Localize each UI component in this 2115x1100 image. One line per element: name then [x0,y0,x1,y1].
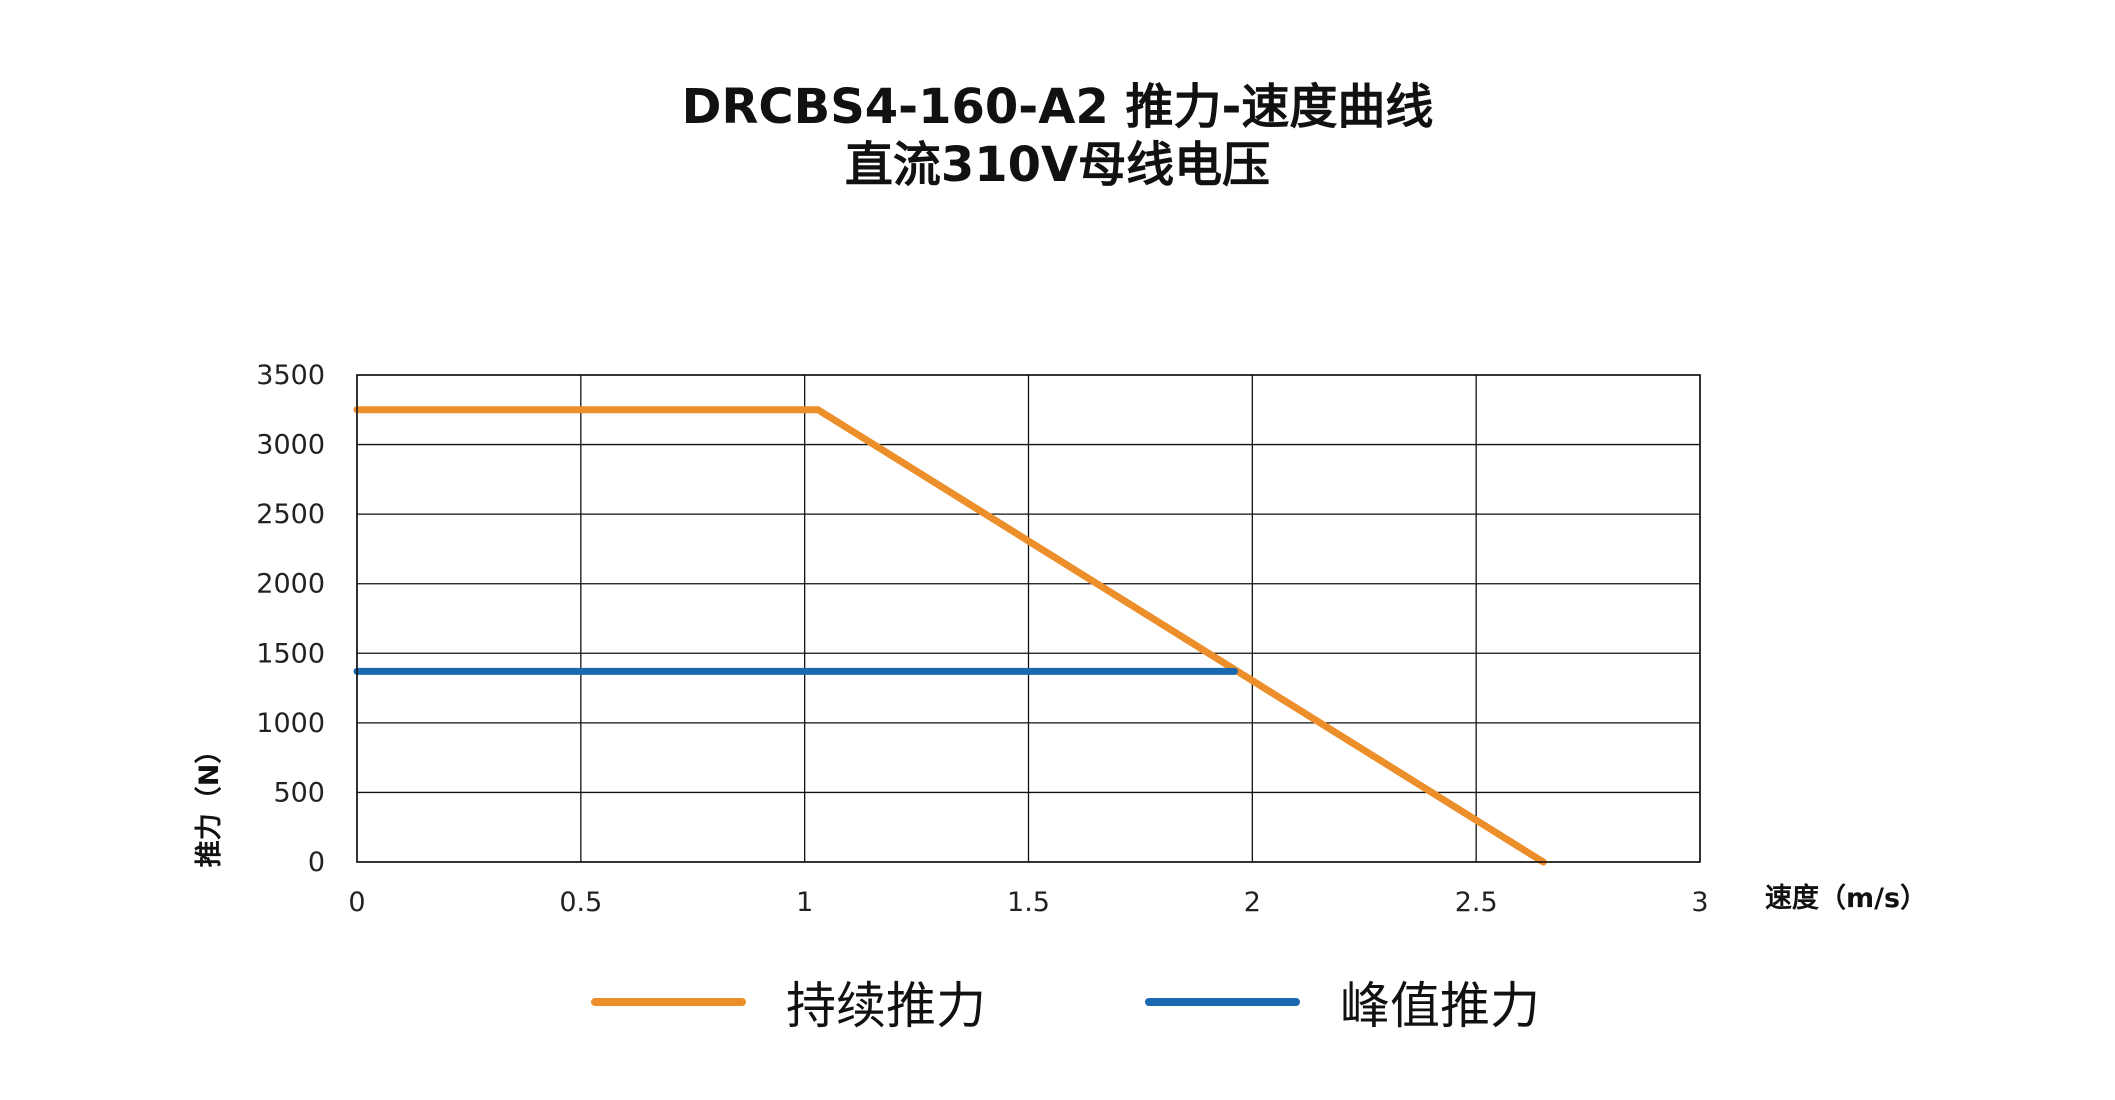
x-tick-label: 2 [1244,887,1261,918]
tick-labels: 0 0.5 1 1.5 2 2.5 3 0 500 1000 1500 2000 2500 3000 350… [256,360,1708,918]
legend-item-continuous: 持续推力 [591,972,986,1035]
x-tick-label: 1.5 [1007,887,1050,918]
y-tick-label: 1500 [256,638,325,669]
legend-swatch-continuous [591,998,746,1006]
chart-title: DRCBS4-160-A2 推力-速度曲线 [681,79,1434,135]
x-tick-label: 0 [348,887,365,918]
legend-label-continuous: 持续推力 [786,977,986,1035]
chart-subtitle: 直流310V母线电压 [844,137,1271,193]
x-tick-label: 2.5 [1455,887,1498,918]
legend-label-peak: 峰值推力 [1340,977,1540,1035]
y-tick-label: 500 [273,777,325,808]
chart-title-block: DRCBS4-160-A2 推力-速度曲线 直流310V母线电压 [0,78,2115,194]
x-tick-label: 3 [1691,887,1708,918]
y-tick-label: 1000 [256,708,325,739]
y-tick-label: 3000 [256,430,325,461]
legend-swatch-peak [1145,998,1300,1006]
plot-border [356,374,1701,863]
y-tick-label: 2000 [256,569,325,600]
y-tick-label: 3500 [256,360,325,391]
y-tick-label: 2500 [256,499,325,530]
x-tick-label: 0.5 [559,887,602,918]
grid [356,374,1701,863]
y-axis-label: 推力（N） [194,737,225,868]
series-line-0 [353,406,1547,866]
x-axis-label: 速度（m/s） [1765,882,1927,914]
x-tick-label: 1 [796,887,813,918]
series-lines [353,406,1547,866]
legend-item-peak: 峰值推力 [1145,972,1540,1035]
plot-frame [356,374,1701,863]
y-tick-label: 0 [308,847,325,878]
